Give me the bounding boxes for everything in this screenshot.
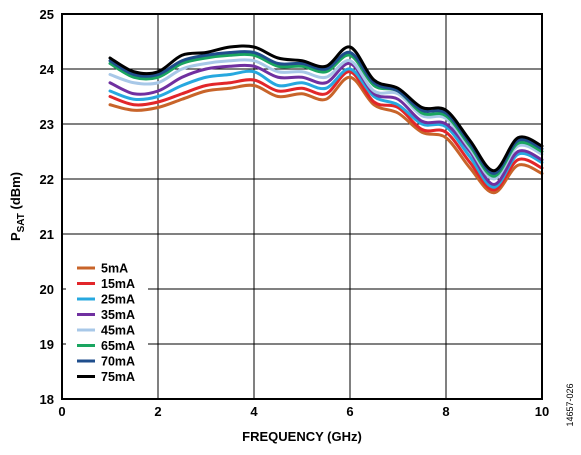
plot-area-frame bbox=[61, 13, 543, 400]
legend-label-75mA: 75mA bbox=[101, 370, 135, 384]
series-line-65mA bbox=[108, 52, 544, 178]
legend-label-5mA: 5mA bbox=[101, 262, 128, 276]
legend-label-65mA: 65mA bbox=[101, 339, 135, 353]
series-line-5mA bbox=[108, 75, 544, 195]
y-tick-label: 19 bbox=[40, 337, 54, 352]
series-line-35mA bbox=[108, 61, 544, 186]
y-axis-title-unit: (dBm) bbox=[8, 172, 23, 213]
legend-label-45mA: 45mA bbox=[101, 324, 135, 338]
series-line-45mA bbox=[108, 58, 544, 181]
y-tick-label: 21 bbox=[40, 227, 54, 242]
legend-label-15mA: 15mA bbox=[101, 277, 135, 291]
x-tick-label: 10 bbox=[535, 404, 549, 419]
y-tick-label: 18 bbox=[40, 392, 54, 407]
series-line-25mA bbox=[108, 67, 544, 189]
series-line-15mA bbox=[108, 70, 544, 192]
legend-label-35mA: 35mA bbox=[101, 308, 135, 322]
legend-label-70mA: 70mA bbox=[101, 355, 135, 369]
series-line-75mA bbox=[108, 44, 544, 173]
y-axis-title: PSAT (dBm) bbox=[8, 172, 27, 241]
y-tick-label: 22 bbox=[40, 172, 54, 187]
series-line-70mA bbox=[108, 50, 544, 175]
x-tick-label: 6 bbox=[346, 404, 353, 419]
legend-background bbox=[66, 258, 148, 386]
x-tick-label: 4 bbox=[250, 404, 258, 419]
y-axis-title-main: P bbox=[8, 232, 23, 241]
x-tick-label: 8 bbox=[442, 404, 449, 419]
legend-label-25mA: 25mA bbox=[101, 293, 135, 307]
x-axis-title: FREQUENCY (GHz) bbox=[242, 429, 362, 444]
x-tick-label: 2 bbox=[154, 404, 161, 419]
y-tick-label: 24 bbox=[40, 62, 55, 77]
y-tick-label: 23 bbox=[40, 117, 54, 132]
y-axis-title-subscript: SAT bbox=[16, 213, 27, 232]
x-tick-label: 0 bbox=[58, 404, 65, 419]
figure-id: 14657-026 bbox=[565, 383, 575, 426]
y-tick-label: 25 bbox=[40, 7, 54, 22]
series-lines bbox=[108, 44, 544, 195]
y-tick-label: 20 bbox=[40, 282, 54, 297]
